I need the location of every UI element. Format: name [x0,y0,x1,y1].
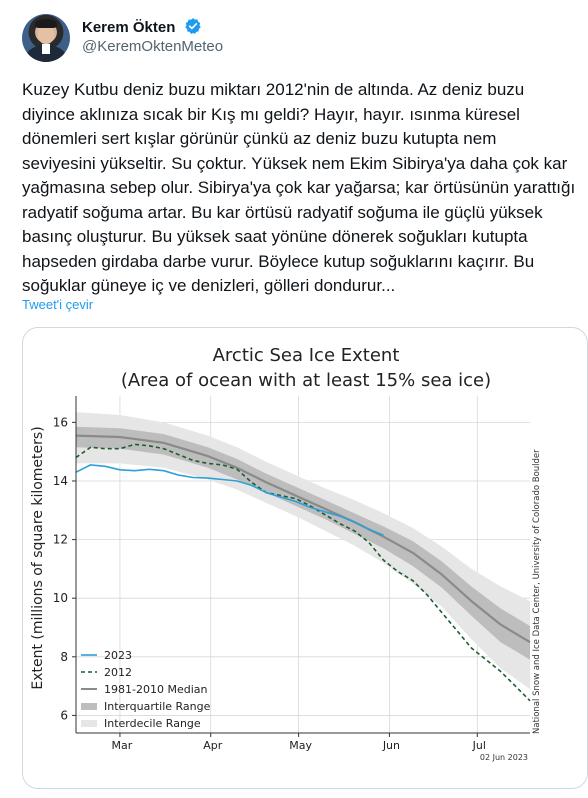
x-tick-label: Jul [472,739,486,752]
legend-label-idr: Interdecile Range [104,717,201,730]
tweet-line: seviyesini yükseltir. Su çoktur. Yüksek … [22,153,568,173]
y-tick-label: 8 [60,650,68,664]
x-tick-label: Apr [203,739,223,752]
legend-swatch-iqr [81,703,97,710]
tweet-text: Kuzey Kutbu deniz buzu miktarı 2012'nin … [22,78,578,299]
tweet-line: yağmasına sebep olur. Sibirya'ya çok kar… [22,178,576,197]
date-stamp: 02 Jun 2023 [480,753,528,762]
x-tick-label: Jun [382,739,400,752]
avatar-collar [42,44,50,54]
tweet-line: diyince aklınıza sıcak bir Kış mı geldi?… [22,104,520,124]
author-name-row[interactable]: Kerem Ökten [82,17,202,39]
tweet-line: radyatif soğuma artar. Bu kar örtüsü rad… [22,202,543,222]
tweet-line: soğuklar güneye iç ve denizleri, gölleri… [22,276,396,295]
author-name[interactable]: Kerem Ökten [82,19,176,36]
y-tick-label: 12 [53,533,68,547]
x-tick-label: Mar [112,739,133,752]
media-card[interactable]: Arctic Sea Ice Extent (Area of ocean wit… [22,327,588,789]
y-axis-label: Extent (millions of square kilometers) [30,426,46,689]
legend-label-y2012: 2012 [104,666,132,679]
legend-label-median: 1981-2010 Median [104,683,207,696]
data-credit: National Snow and Ice Data Center, Unive… [532,449,542,734]
tweet-line: hapseden girdaba darbe vurur. Böylece ku… [22,251,535,271]
series-line-y2023 [75,464,384,536]
tweet-line: basınç oluşturur. Bu yüksek saat yönüne … [22,227,528,246]
translate-tweet-link[interactable]: Tweet'i çevir [22,297,94,312]
avatar-hair [35,19,57,28]
tweet-line: Kuzey Kutbu deniz buzu miktarı 2012'nin … [22,80,525,99]
chart-title: Arctic Sea Ice Extent [213,345,400,366]
author-avatar[interactable] [22,14,70,62]
y-tick-label: 10 [53,591,68,605]
series-line-median [75,434,531,644]
avatar-face [38,24,54,44]
tweet-line: dönemleri sert kışlar görünür çünkü az d… [22,129,497,148]
verified-badge-icon [184,17,202,39]
band-idr [76,412,530,689]
series-line-y2012 [75,443,531,702]
sea-ice-chart: Arctic Sea Ice Extent (Area of ocean wit… [30,345,542,762]
y-tick-label: 14 [53,474,68,488]
x-tick-label: May [289,739,312,752]
legend-label-iqr: Interquartile Range [104,700,211,713]
y-tick-label: 6 [60,708,68,722]
chart-subtitle: (Area of ocean with at least 15% sea ice… [121,370,491,391]
legend-swatch-idr [81,720,97,727]
y-tick-label: 16 [53,415,68,429]
legend-label-y2023: 2023 [104,649,132,662]
author-handle[interactable]: @KeremOktenMeteo [82,38,224,55]
